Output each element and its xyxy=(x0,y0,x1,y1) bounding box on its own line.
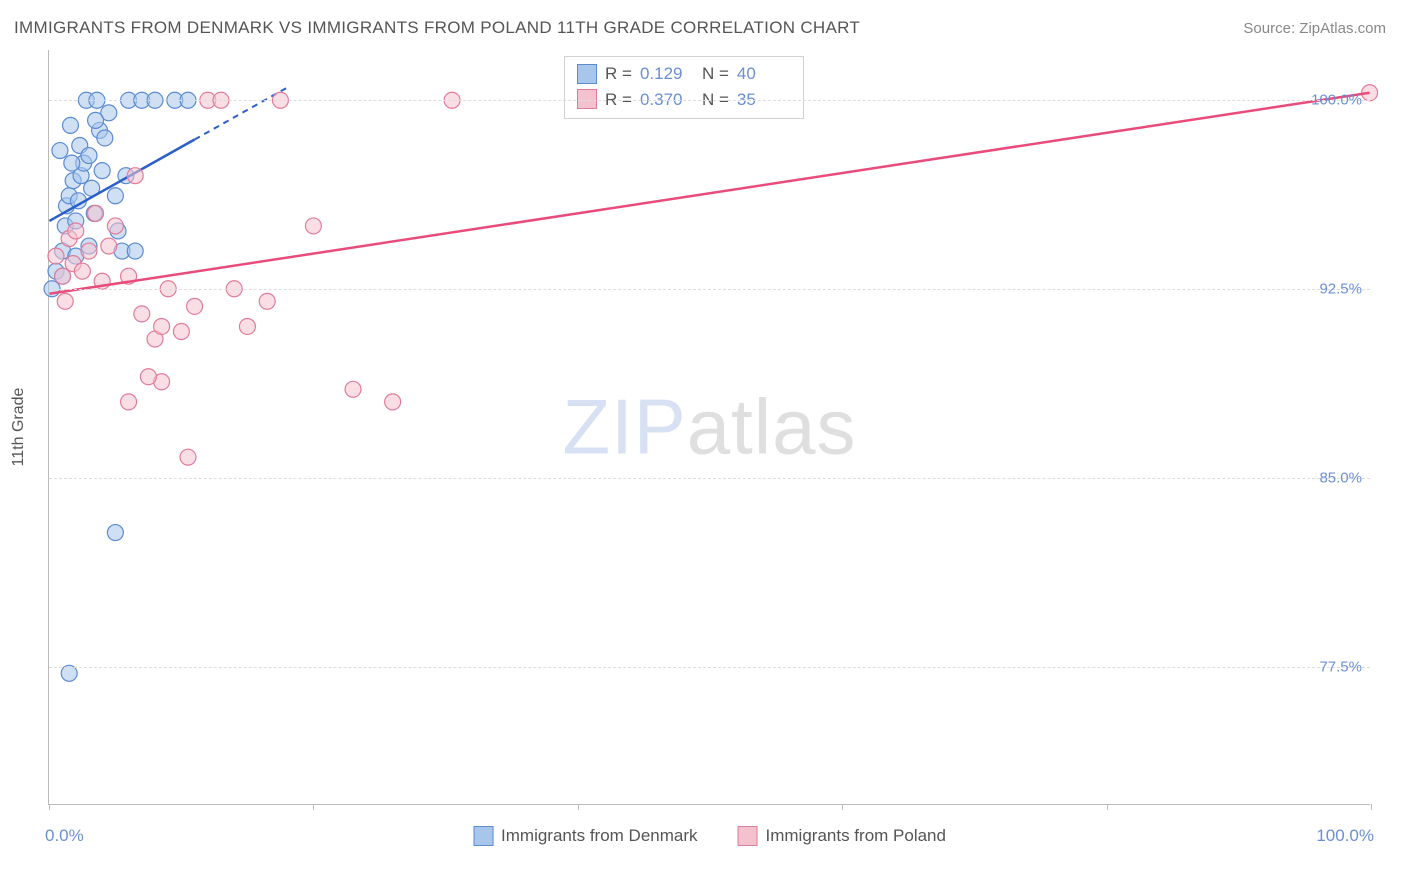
correlation-stats-box: R = 0.129 N = 40 R = 0.370 N = 35 xyxy=(564,56,804,119)
y-axis-title: 11th Grade xyxy=(10,388,28,467)
denmark-point xyxy=(63,117,79,133)
poland-point xyxy=(68,223,84,239)
r-value: 0.129 xyxy=(640,61,694,87)
denmark-swatch-icon xyxy=(473,826,493,846)
poland-point xyxy=(127,168,143,184)
gridline xyxy=(49,478,1370,479)
x-axis-max-label: 100.0% xyxy=(1316,826,1374,846)
r-value: 0.370 xyxy=(640,87,694,113)
y-tick-label: 92.5% xyxy=(1319,281,1362,298)
x-tick xyxy=(313,804,314,810)
legend-item-poland: Immigrants from Poland xyxy=(738,826,946,846)
denmark-point xyxy=(61,665,77,681)
r-label: R = xyxy=(605,87,632,113)
chart-title: IMMIGRANTS FROM DENMARK VS IMMIGRANTS FR… xyxy=(14,18,860,38)
denmark-point xyxy=(127,243,143,259)
denmark-swatch-icon xyxy=(577,64,597,84)
n-value: 35 xyxy=(737,87,791,113)
stats-row-denmark: R = 0.129 N = 40 xyxy=(577,61,791,87)
poland-point xyxy=(154,318,170,334)
stats-row-poland: R = 0.370 N = 35 xyxy=(577,87,791,113)
r-label: R = xyxy=(605,61,632,87)
poland-point xyxy=(305,218,321,234)
x-axis-min-label: 0.0% xyxy=(45,826,84,846)
poland-point xyxy=(101,238,117,254)
poland-point xyxy=(385,394,401,410)
poland-trendline xyxy=(49,93,1369,294)
source-prefix: Source: xyxy=(1243,20,1299,37)
poland-point xyxy=(173,324,189,340)
legend-item-denmark: Immigrants from Denmark xyxy=(473,826,697,846)
poland-point xyxy=(345,381,361,397)
denmark-point xyxy=(88,112,104,128)
denmark-point xyxy=(94,163,110,179)
gridline xyxy=(49,289,1370,290)
n-label: N = xyxy=(702,87,729,113)
poland-swatch-icon xyxy=(738,826,758,846)
chart-svg-overlay xyxy=(49,50,1370,804)
x-tick xyxy=(578,804,579,810)
x-tick xyxy=(1107,804,1108,810)
x-tick xyxy=(49,804,50,810)
poland-point xyxy=(57,293,73,309)
title-bar: IMMIGRANTS FROM DENMARK VS IMMIGRANTS FR… xyxy=(14,18,1386,38)
denmark-point xyxy=(107,188,123,204)
gridline xyxy=(49,667,1370,668)
n-value: 40 xyxy=(737,61,791,87)
poland-point xyxy=(107,218,123,234)
scatter-plot-area: 11th Grade ZIPatlas R =0.129N =40R =0.37… xyxy=(48,50,1370,805)
denmark-point xyxy=(64,155,80,171)
source-link[interactable]: ZipAtlas.com xyxy=(1299,20,1386,37)
poland-point xyxy=(180,449,196,465)
x-tick xyxy=(1371,804,1372,810)
legend-label: Immigrants from Denmark xyxy=(501,826,697,846)
poland-point xyxy=(121,394,137,410)
poland-point xyxy=(140,369,156,385)
denmark-point xyxy=(52,143,68,159)
poland-point xyxy=(187,298,203,314)
y-tick-label: 85.0% xyxy=(1319,469,1362,486)
source-attribution: Source: ZipAtlas.com xyxy=(1243,20,1386,37)
denmark-point xyxy=(81,148,97,164)
denmark-point xyxy=(107,525,123,541)
y-tick-label: 100.0% xyxy=(1311,92,1362,109)
poland-swatch-icon xyxy=(577,89,597,109)
poland-point xyxy=(48,248,64,264)
x-tick xyxy=(842,804,843,810)
poland-point xyxy=(239,318,255,334)
poland-point xyxy=(259,293,275,309)
poland-point xyxy=(88,205,104,221)
poland-point xyxy=(74,263,90,279)
y-tick-label: 77.5% xyxy=(1319,658,1362,675)
gridline xyxy=(49,100,1370,101)
series-legend: Immigrants from Denmark Immigrants from P… xyxy=(473,826,946,846)
poland-point xyxy=(134,306,150,322)
n-label: N = xyxy=(702,61,729,87)
poland-point xyxy=(81,243,97,259)
legend-label: Immigrants from Poland xyxy=(766,826,946,846)
denmark-point xyxy=(97,130,113,146)
